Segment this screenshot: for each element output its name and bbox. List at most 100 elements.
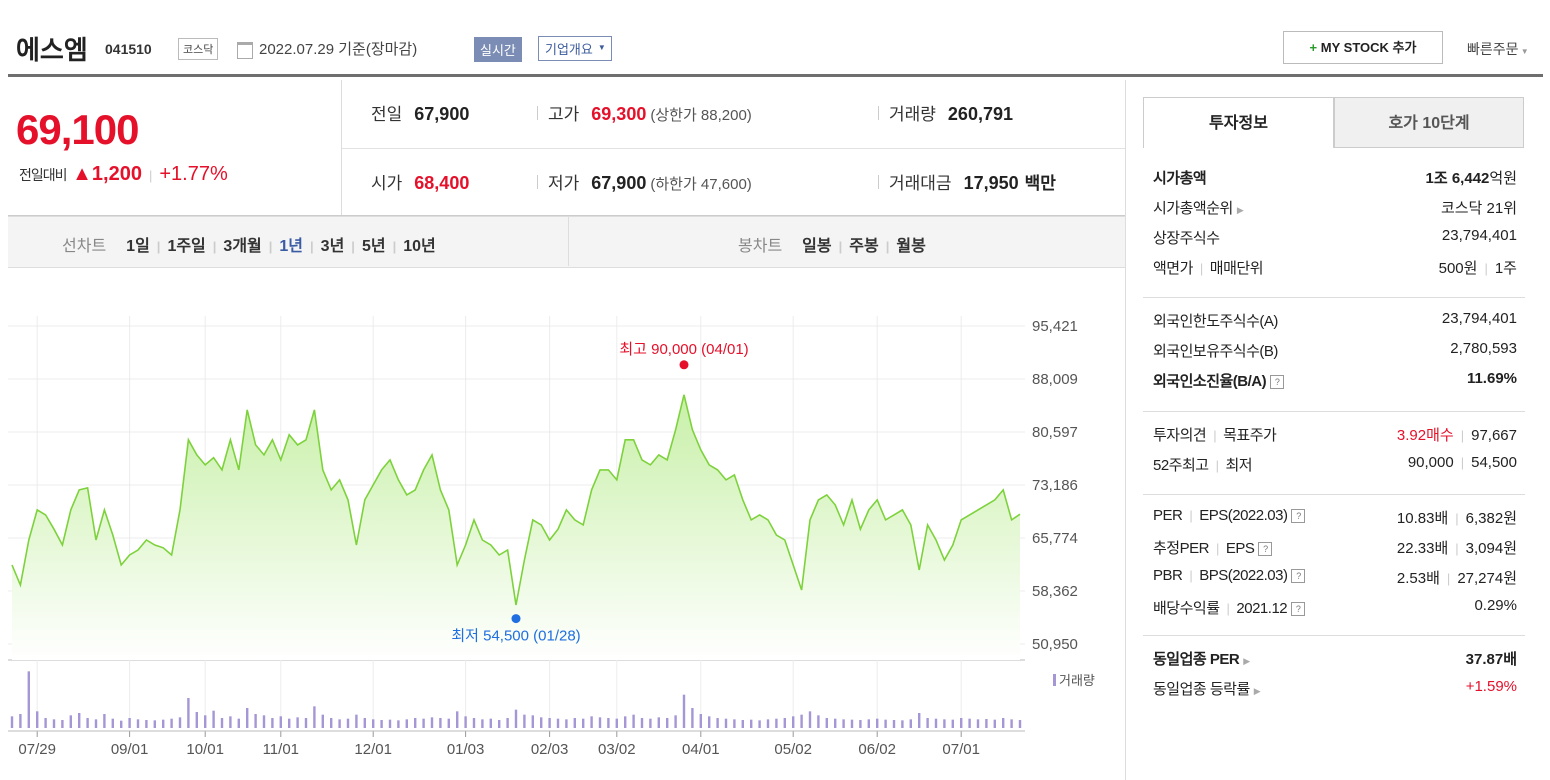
- field-value: 69,300: [591, 104, 647, 124]
- volume-bar: [548, 718, 551, 728]
- period-tab[interactable]: 일봉: [802, 238, 832, 255]
- separator: |: [1455, 511, 1459, 526]
- text: 6,382원: [1465, 510, 1517, 527]
- volume-bar: [892, 720, 896, 728]
- volume-bar: [607, 718, 610, 728]
- text: 22.33배: [1396, 540, 1449, 557]
- text: 시가총액순위: [1153, 200, 1233, 217]
- volume-bar: [590, 716, 593, 728]
- volume-bar: [178, 717, 182, 728]
- volume-bar: [10, 716, 14, 728]
- volume-bar: [103, 714, 106, 728]
- volume-bar: [741, 720, 744, 728]
- y-tick-label: 80,597: [1032, 424, 1078, 441]
- volume-bar: [447, 718, 450, 728]
- field-label: 저가: [548, 174, 580, 193]
- volume-bar: [615, 718, 618, 728]
- period-tab[interactable]: 1일: [126, 238, 150, 255]
- help-icon[interactable]: ?: [1270, 375, 1285, 390]
- period-tab[interactable]: 3년: [320, 238, 345, 255]
- text: 목표주가: [1223, 427, 1277, 444]
- field-value: 17,950: [963, 173, 1019, 193]
- divider: [341, 80, 342, 215]
- arrow-icon: ▶: [1236, 205, 1244, 215]
- volume-bar: [86, 718, 89, 728]
- chart: 50,950 58,362 65,774 73,186 80,597 88,009 95,4…: [8, 316, 1095, 758]
- volume-bar: [817, 715, 820, 728]
- volume-bar: [162, 719, 165, 728]
- group-divider: [1143, 411, 1525, 412]
- company-button[interactable]: 기업개요 ▼: [538, 36, 612, 61]
- volume-bar: [279, 716, 282, 728]
- period-tab[interactable]: 주봉: [849, 238, 879, 255]
- separator: |: [1189, 508, 1193, 523]
- volume-bar: [783, 718, 786, 728]
- volume-bar: [573, 718, 576, 728]
- separator: |: [1226, 601, 1230, 616]
- volume-bar: [993, 719, 996, 728]
- volume-bar: [430, 717, 434, 728]
- period-tab[interactable]: 1주일: [167, 238, 206, 255]
- text: +1.59%: [1465, 678, 1517, 695]
- volume-bar: [456, 711, 459, 728]
- field-label: 거래대금: [889, 174, 952, 193]
- text: 23,794,401: [1441, 310, 1517, 327]
- volume-bar: [800, 714, 803, 728]
- quick-order[interactable]: 빠른주문 ▼: [1467, 41, 1529, 57]
- help-icon[interactable]: ?: [1291, 569, 1306, 584]
- volume-bar: [514, 709, 518, 728]
- volume-bar: [640, 718, 644, 728]
- separator: |: [838, 239, 843, 254]
- volume-bar: [489, 718, 492, 728]
- period-tab[interactable]: 1년: [279, 238, 304, 255]
- volume-bar: [1018, 720, 1022, 728]
- text: 억원: [1489, 170, 1517, 187]
- volume-bar: [422, 718, 425, 728]
- x-tick-label: 05/02: [774, 741, 812, 758]
- calendar-icon: [237, 42, 253, 59]
- text: 97,667: [1471, 427, 1517, 444]
- period-tab[interactable]: 월봉: [896, 238, 926, 255]
- change: 1,200: [91, 163, 142, 185]
- text: 배당수익률: [1153, 600, 1220, 617]
- volume-bar: [523, 714, 526, 728]
- volume-bar: [27, 671, 30, 728]
- volume-bar: [808, 711, 812, 728]
- period-tab[interactable]: 5년: [361, 238, 386, 255]
- quote-field: 거래대금 17,950 백만: [889, 169, 1056, 194]
- side-tab[interactable]: 투자정보: [1143, 97, 1334, 148]
- volume-bar: [825, 718, 828, 728]
- my-stock-button[interactable]: + MY STOCK 추가: [1283, 31, 1443, 64]
- quick-order-label: 빠른주문: [1467, 41, 1519, 57]
- text: EPS(2022.03): [1199, 507, 1288, 524]
- volume-bar: [834, 718, 837, 728]
- volume-bar: [859, 720, 862, 728]
- volume-bar: [346, 718, 350, 728]
- volume-bar: [338, 719, 341, 728]
- separator: |: [1199, 261, 1203, 276]
- help-icon[interactable]: ?: [1291, 509, 1306, 524]
- volume-bar: [934, 718, 938, 728]
- volume-bar: [321, 714, 324, 728]
- volume-bar: [960, 718, 963, 728]
- row-value: 1조 6,442억원: [1426, 167, 1517, 188]
- side-tab[interactable]: 호가 10단계: [1334, 97, 1524, 148]
- help-icon[interactable]: ?: [1291, 602, 1306, 617]
- volume-bar: [372, 719, 375, 728]
- period-tab[interactable]: 3개월: [223, 238, 262, 255]
- volume-bar: [254, 714, 257, 728]
- volume-bar: [363, 718, 366, 728]
- help-icon[interactable]: ?: [1258, 542, 1273, 557]
- field-label: 시가: [371, 174, 403, 193]
- field-label: 고가: [548, 105, 580, 124]
- volume-bar: [44, 718, 47, 728]
- field-value: 68,400: [414, 173, 470, 193]
- volume-bar: [674, 715, 677, 728]
- x-tick-label: 01/03: [447, 741, 485, 758]
- text: PER: [1153, 507, 1183, 524]
- volume-bar: [170, 718, 173, 728]
- realtime-badge[interactable]: 실시간: [474, 37, 522, 62]
- volume-bar: [355, 714, 358, 728]
- text: 최저: [1225, 457, 1253, 474]
- period-tab[interactable]: 10년: [403, 238, 436, 255]
